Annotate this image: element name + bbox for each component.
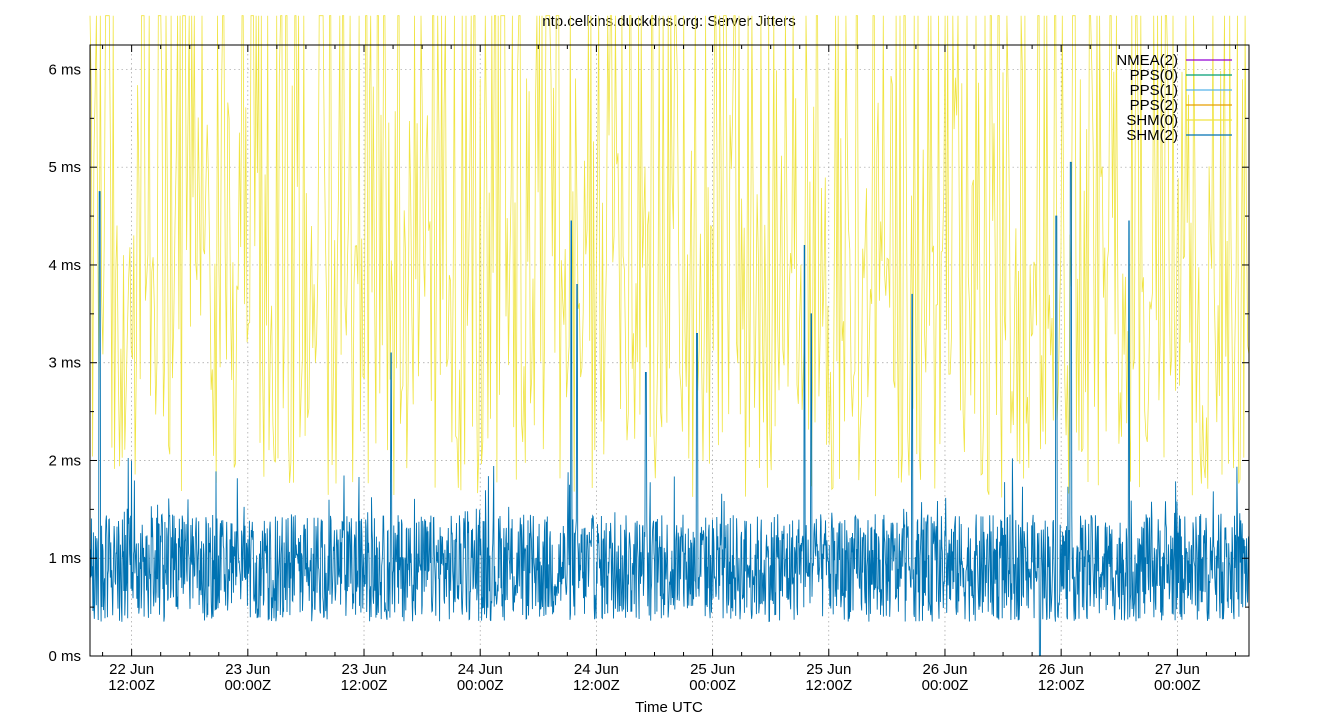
y-tick-label: 6 ms [48,61,81,78]
y-tick-label: 4 ms [48,257,81,274]
x-tick-label-time: 00:00Z [922,677,969,694]
y-tick-label: 2 ms [48,452,81,469]
y-axis: 0 ms 1 ms 2 ms 3 ms 4 ms 5 ms 6 ms [48,61,1249,665]
y-tick-label: 0 ms [48,648,81,665]
x-tick-label-date: 27 Jun [1155,661,1200,678]
x-tick-label-time: 12:00Z [1038,677,1085,694]
x-tick-label-time: 12:00Z [805,677,852,694]
y-tick-label: 1 ms [48,550,81,567]
x-tick-label-time: 00:00Z [457,677,504,694]
x-tick-label-date: 24 Jun [458,661,503,678]
x-tick-label-date: 26 Jun [1039,661,1084,678]
series-shm0-path [89,15,1250,498]
y-tick-label: 5 ms [48,159,81,176]
x-tick-label-time: 00:00Z [1154,677,1201,694]
legend-label: NMEA(2) [1116,52,1178,69]
series-shm2-line [89,161,1250,657]
legend-label: PPS(2) [1130,97,1178,114]
legend-label: PPS(1) [1130,82,1178,99]
x-tick-label-time: 12:00Z [108,677,155,694]
x-tick-label-time: 12:00Z [573,677,620,694]
legend-label: PPS(0) [1130,67,1178,84]
chart-title: ntp.celkins.duckdns.org: Server Jitters [542,13,795,30]
legend-label: SHM(0) [1126,112,1178,129]
x-tick-label-date: 24 Jun [574,661,619,678]
x-tick-label-date: 26 Jun [922,661,967,678]
plot-frame [89,44,1250,657]
series-shm2-path [89,161,1250,657]
y-tick-label: 3 ms [48,355,81,372]
x-tick-label-date: 25 Jun [806,661,851,678]
x-axis-label: Time UTC [635,699,703,716]
x-tick-label-date: 23 Jun [341,661,386,678]
x-tick-label-date: 25 Jun [690,661,735,678]
x-tick-label-date: 23 Jun [225,661,270,678]
x-tick-label-time: 00:00Z [224,677,271,694]
legend: NMEA(2)PPS(0)PPS(1)PPS(2)SHM(0)SHM(2) [1116,52,1232,144]
x-tick-label-time: 12:00Z [341,677,388,694]
x-tick-label-time: 00:00Z [689,677,736,694]
legend-label: SHM(2) [1126,127,1178,144]
series-shm0-line [89,15,1250,498]
x-tick-label-date: 22 Jun [109,661,154,678]
